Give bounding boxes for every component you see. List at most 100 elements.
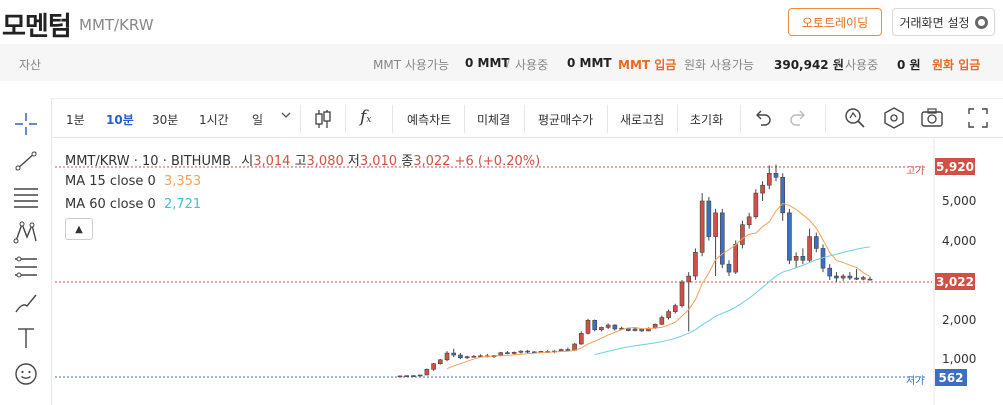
candle: [827, 264, 833, 280]
redo-icon[interactable]: [790, 110, 808, 129]
candle: [632, 327, 638, 332]
candle: [424, 368, 430, 376]
candle-body: [679, 281, 685, 306]
candle: [760, 181, 765, 201]
change-value: +6 (+0.20%): [454, 154, 541, 169]
camera-icon[interactable]: [921, 108, 943, 131]
candle: [766, 165, 772, 190]
candle-body: [766, 173, 772, 186]
krw-in-use-value: 0 원: [897, 58, 921, 72]
coin-name: 모멘텀: [2, 12, 72, 42]
pattern-icon[interactable]: [10, 216, 42, 248]
forecast-chart-button[interactable]: 예측차트: [407, 113, 452, 127]
candle-body: [666, 311, 671, 318]
auto-trading-button[interactable]: 오토트레이딩: [788, 8, 882, 36]
candle: [599, 326, 604, 332]
candle-body: [552, 350, 557, 353]
krw-deposit-link[interactable]: 원화 입금: [932, 58, 981, 72]
candle-body: [531, 351, 537, 354]
candle-body: [639, 328, 645, 332]
indicators-icon[interactable]: fx: [360, 107, 372, 127]
text-icon[interactable]: [10, 322, 42, 354]
settings-hexagon-icon[interactable]: [883, 107, 905, 132]
fib-levels-icon[interactable]: [10, 251, 42, 283]
candle-body: [458, 354, 463, 359]
candle-body: [451, 352, 457, 356]
candle: [578, 331, 584, 345]
krw-in-use-label: 사용중: [845, 58, 879, 72]
candle: [746, 212, 752, 229]
open-orders-button[interactable]: 미체결: [477, 113, 511, 127]
trendline-icon[interactable]: [10, 145, 42, 177]
symbol-line: MMT/KRW · 10 · BITHUMB: [65, 154, 232, 169]
candle: [612, 324, 618, 331]
brush-icon[interactable]: [10, 287, 42, 319]
candle: [753, 189, 759, 219]
candle-body: [793, 255, 799, 261]
interval-1h[interactable]: 1시간: [199, 113, 229, 127]
candle-body: [518, 350, 524, 353]
krw-available-value: 390,942 원: [774, 58, 844, 72]
ma60-line: [594, 246, 871, 356]
candle-body: [632, 328, 638, 331]
refresh-button[interactable]: 새로고침: [620, 113, 665, 127]
candle-body: [847, 275, 853, 279]
candle: [518, 350, 524, 354]
reset-button[interactable]: 초기화: [690, 113, 724, 127]
candle-body: [699, 200, 705, 253]
crosshair-icon[interactable]: [10, 108, 42, 140]
ma15-legend: MA 15 close 0 3,353: [65, 174, 202, 189]
ohlc-legend: MMT/KRW · 10 · BITHUMB 시3,014 고3,080 저3,…: [65, 154, 541, 169]
legend-collapse-button[interactable]: ▲: [65, 218, 93, 240]
candle-body: [726, 263, 732, 273]
emoji-icon[interactable]: [10, 358, 42, 390]
candle-body: [760, 184, 765, 194]
interval-day[interactable]: 일: [252, 113, 264, 127]
interval-10m[interactable]: 10분: [106, 113, 134, 127]
candle-body: [686, 275, 692, 283]
candle-body: [592, 319, 598, 331]
candle-body: [605, 324, 611, 328]
avg-buy-price-button[interactable]: 평균매수가: [538, 113, 594, 127]
candle: [538, 350, 544, 354]
horizontal-lines-icon[interactable]: [10, 180, 42, 212]
candle: [444, 351, 450, 362]
interval-1m[interactable]: 1분: [66, 113, 85, 127]
candle: [787, 208, 792, 265]
candle-body: [545, 351, 551, 353]
low-price-pill: 562: [935, 369, 967, 386]
candle: [552, 350, 557, 354]
candle: [505, 351, 510, 355]
asset-bar: 자산 MMT 사용가능 0 MMT / 사용중 0 MMT MMT 입금 원화 …: [0, 44, 1003, 81]
candle-type-icon[interactable]: [314, 109, 332, 132]
candle-body: [491, 355, 497, 357]
candle-body: [572, 343, 577, 351]
candle-body: [733, 244, 739, 273]
interval-30m[interactable]: 30분: [152, 113, 179, 127]
page-header: 모멘텀 MMT/KRW 오토트레이딩 거래화면 설정: [0, 0, 1003, 44]
fullscreen-icon[interactable]: [968, 108, 988, 131]
candle-body: [471, 355, 477, 358]
tick-4000: 4,000: [942, 234, 977, 248]
screen-settings-label: 거래화면 설정: [899, 15, 970, 30]
candle-body: [397, 375, 403, 378]
undo-icon[interactable]: [753, 110, 771, 129]
candle-body: [807, 236, 812, 261]
candle: [659, 315, 665, 326]
candle: [666, 309, 671, 320]
coin-deposit-link[interactable]: MMT 입금: [618, 58, 677, 72]
candle-body: [840, 275, 846, 279]
candle: [854, 268, 859, 280]
magnify-icon[interactable]: [844, 107, 866, 132]
candle: [867, 276, 873, 281]
candle: [820, 244, 826, 273]
candle-body: [558, 349, 564, 352]
candle-body: [478, 355, 483, 358]
tick-2000: 2,000: [942, 313, 977, 327]
candle-body: [437, 359, 443, 365]
screen-settings-button[interactable]: 거래화면 설정: [892, 8, 995, 36]
candle: [840, 274, 846, 281]
interval-dropdown-icon[interactable]: [280, 109, 292, 124]
candle: [679, 280, 685, 308]
candle: [619, 326, 624, 330]
